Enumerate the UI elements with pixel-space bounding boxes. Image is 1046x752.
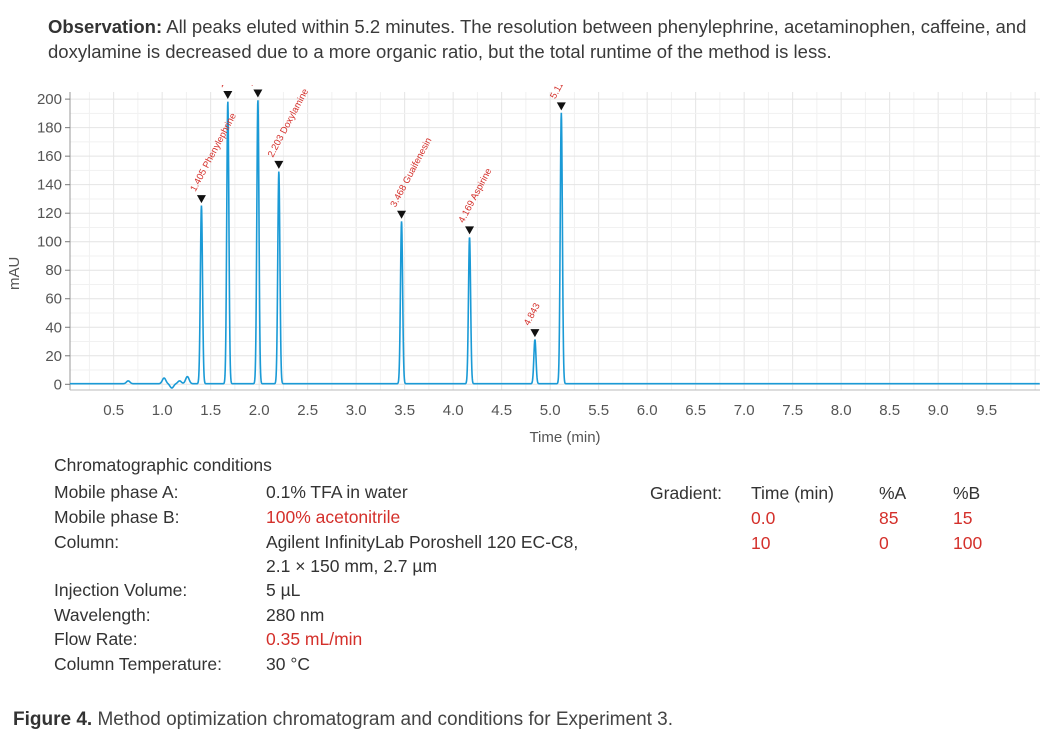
column-value-line-2: 2.1 × 150 mm, 2.7 µm [266, 556, 438, 576]
chromatogram-chart: 0 20 40 60 80 100 120 140 160 180 200 0.5 1.0 1.5 2.0 2… [37, 85, 1040, 446]
peak-marker-icon [465, 226, 475, 235]
flow-rate-value: 0.35 mL/min [266, 629, 363, 649]
peak-label: 1.677 Acetaminophen [215, 85, 268, 89]
y-tick-label: 140 [37, 177, 62, 194]
gradient-row-2-b: 100 [953, 533, 983, 553]
y-tick-label: 180 [37, 120, 62, 137]
peak-label: 2.203 Doxylamine [266, 87, 311, 159]
x-tick-label: 8.0 [831, 402, 852, 419]
gradient-label: Gradient: [650, 483, 722, 503]
x-tick-label: 4.5 [491, 402, 512, 419]
y-axis-label: mAU [6, 256, 23, 290]
y-tick-label: 120 [37, 205, 62, 222]
wavelength-value: 280 nm [266, 605, 325, 625]
mobile-phase-b-label: Mobile phase B: [54, 507, 180, 527]
column-label: Column: [54, 532, 120, 552]
observation-body: All peaks eluted within 5.2 minutes. The… [48, 16, 1027, 62]
caption-text: Method optimization chromatogram and con… [92, 709, 674, 730]
x-tick-label: 4.0 [443, 402, 464, 419]
column-temperature-value: 30 °C [266, 654, 310, 674]
gradient-row-1-time: 0.0 [751, 508, 776, 528]
y-tick-label: 160 [37, 148, 62, 165]
peak-marker-icon [253, 89, 263, 98]
injection-volume-value: 5 µL [266, 580, 301, 600]
column-value-line-1: Agilent InfinityLab Poroshell 120 EC-C8, [266, 532, 579, 552]
y-tick-label: 80 [45, 262, 62, 279]
peak-label: 1.405 Phenylephrine [188, 111, 239, 193]
peak-label: 3.468 Guaifenesin [388, 136, 434, 209]
x-tick-label: 5.5 [588, 402, 609, 419]
injection-volume-label: Injection Volume: [54, 580, 188, 600]
x-tick-label: 1.5 [200, 402, 221, 419]
y-tick-label: 100 [37, 234, 62, 251]
peak-labels: 1.405 Phenylephrine 1.677 Acetaminophen1.… [188, 85, 607, 328]
x-tick-label: 2.5 [297, 402, 318, 419]
chart-axes [69, 92, 1040, 391]
peak-marker-icon [196, 195, 206, 204]
caption-label: Figure 4. [13, 709, 93, 730]
peak-marker-icon [397, 210, 407, 219]
peak-label: 1.987 Caffeine [245, 85, 284, 88]
gradient-row-1-a: 85 [879, 508, 899, 528]
y-tick-label: 20 [45, 348, 62, 365]
x-axis-label: Time (min) [529, 429, 600, 446]
x-tick-label: 3.5 [394, 402, 415, 419]
x-tick-label: 7.0 [734, 402, 755, 419]
peak-label: 4.169 Aspirine [456, 167, 494, 225]
gradient-header-time: Time (min) [751, 483, 834, 503]
observation-text: Observation: All peaks eluted within 5.2… [48, 14, 1038, 64]
chromatogram-trace [70, 100, 1040, 389]
x-tick-label: 9.0 [928, 402, 949, 419]
x-tick-label: 5.0 [540, 402, 561, 419]
column-temperature-label: Column Temperature: [54, 654, 222, 674]
conditions-title: Chromatographic conditions [54, 455, 272, 475]
x-tick-label: 6.5 [685, 402, 706, 419]
peak-marker-icon [530, 329, 540, 338]
figure-caption: Figure 4. Method optimization chromatogr… [13, 709, 673, 731]
chart-ticks: 0 20 40 60 80 100 120 140 160 180 200 0.5 1.0 1.5 2.0 2… [37, 91, 997, 419]
peak-markers [196, 89, 566, 338]
y-tick-label: 200 [37, 91, 62, 108]
wavelength-label: Wavelength: [54, 605, 151, 625]
observation-label: Observation: [48, 16, 163, 37]
flow-rate-label: Flow Rate: [54, 629, 138, 649]
peak-label: 4.843 [522, 301, 543, 327]
y-tick-label: 0 [54, 376, 62, 393]
gradient-header-a: %A [879, 483, 907, 503]
x-tick-label: 7.5 [782, 402, 803, 419]
peak-marker-icon [223, 90, 233, 99]
y-tick-label: 60 [45, 291, 62, 308]
x-tick-label: 8.5 [879, 402, 900, 419]
x-tick-label: 6.0 [637, 402, 658, 419]
x-tick-label: 9.5 [976, 402, 997, 419]
peak-marker-icon [274, 160, 284, 169]
chart-grid [70, 92, 1040, 390]
x-tick-label: 1.0 [152, 402, 173, 419]
gradient-row-2-a: 0 [879, 533, 889, 553]
mobile-phase-b-value: 100% acetonitrile [266, 507, 401, 527]
mobile-phase-a-value: 0.1% TFA in water [266, 482, 408, 502]
x-tick-label: 3.0 [346, 402, 367, 419]
x-tick-label: 0.5 [103, 402, 124, 419]
peak-marker-icon [556, 102, 566, 111]
x-tick-label: 2.0 [249, 402, 270, 419]
gradient-row-2-time: 10 [751, 533, 771, 553]
mobile-phase-a-label: Mobile phase A: [54, 482, 179, 502]
gradient-header-b: %B [953, 483, 981, 503]
gradient-row-1-b: 15 [953, 508, 973, 528]
y-tick-label: 40 [45, 319, 62, 336]
